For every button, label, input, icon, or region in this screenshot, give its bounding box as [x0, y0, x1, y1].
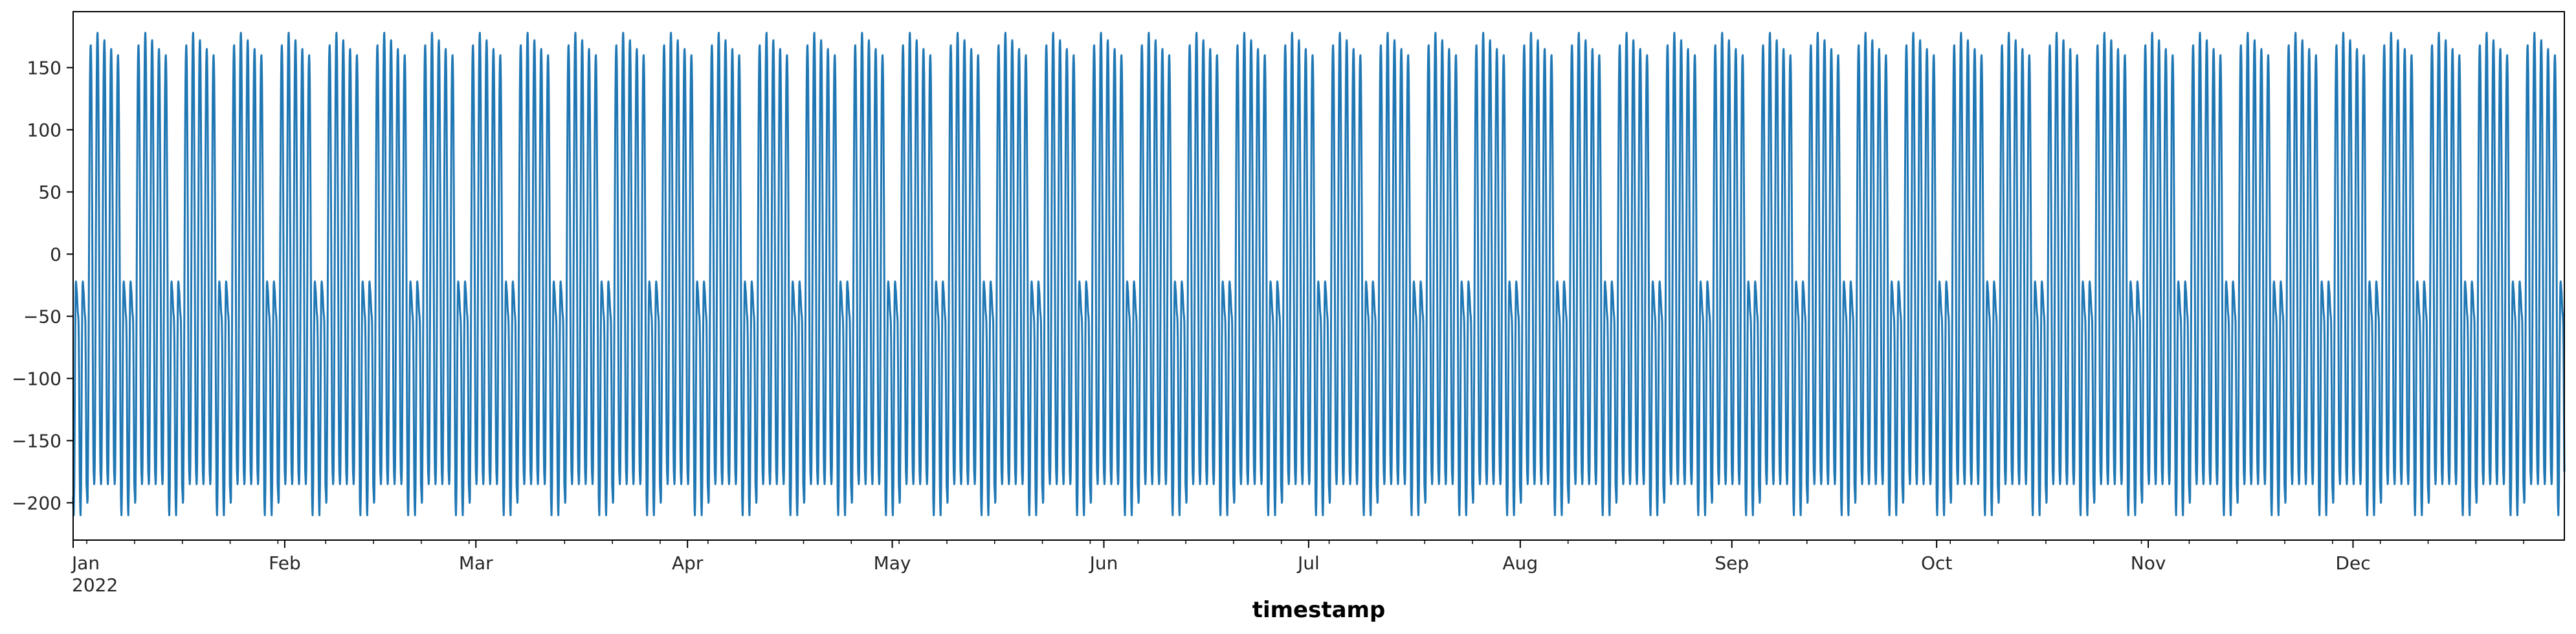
x-tick-label: Nov	[2131, 552, 2166, 574]
x-tick-label: May	[874, 552, 911, 574]
y-axis: −200 −150 −100 −50 0 50 100 150	[12, 57, 73, 514]
y-tick-label: −150	[12, 430, 61, 451]
y-tick-label: −100	[12, 368, 61, 389]
x-tick-label: Sep	[1715, 552, 1749, 574]
y-tick-label: 150	[27, 57, 61, 78]
x-tick-sublabel: 2022	[72, 574, 118, 596]
x-tick-label: Apr	[672, 552, 704, 574]
y-tick-label: 100	[27, 119, 61, 141]
y-tick-label: 0	[50, 243, 61, 265]
y-tick-label: −200	[12, 492, 61, 514]
series-line	[72, 32, 2566, 517]
x-tick-label: Oct	[1921, 552, 1952, 574]
x-tick-label: Dec	[2335, 552, 2370, 574]
y-tick-label: −50	[23, 306, 61, 327]
x-tick-label: Jun	[1089, 552, 1118, 574]
x-axis-title: timestamp	[1252, 597, 1386, 623]
x-tick-label: Mar	[459, 552, 493, 574]
plot-frame	[72, 11, 2565, 541]
plot-area	[72, 32, 2566, 517]
x-tick-label: Feb	[269, 552, 301, 574]
y-tick-label: 50	[38, 181, 61, 203]
x-tick-label: Jan	[71, 552, 100, 574]
x-tick-label: Aug	[1502, 552, 1538, 574]
x-tick-label: Jul	[1296, 552, 1320, 574]
